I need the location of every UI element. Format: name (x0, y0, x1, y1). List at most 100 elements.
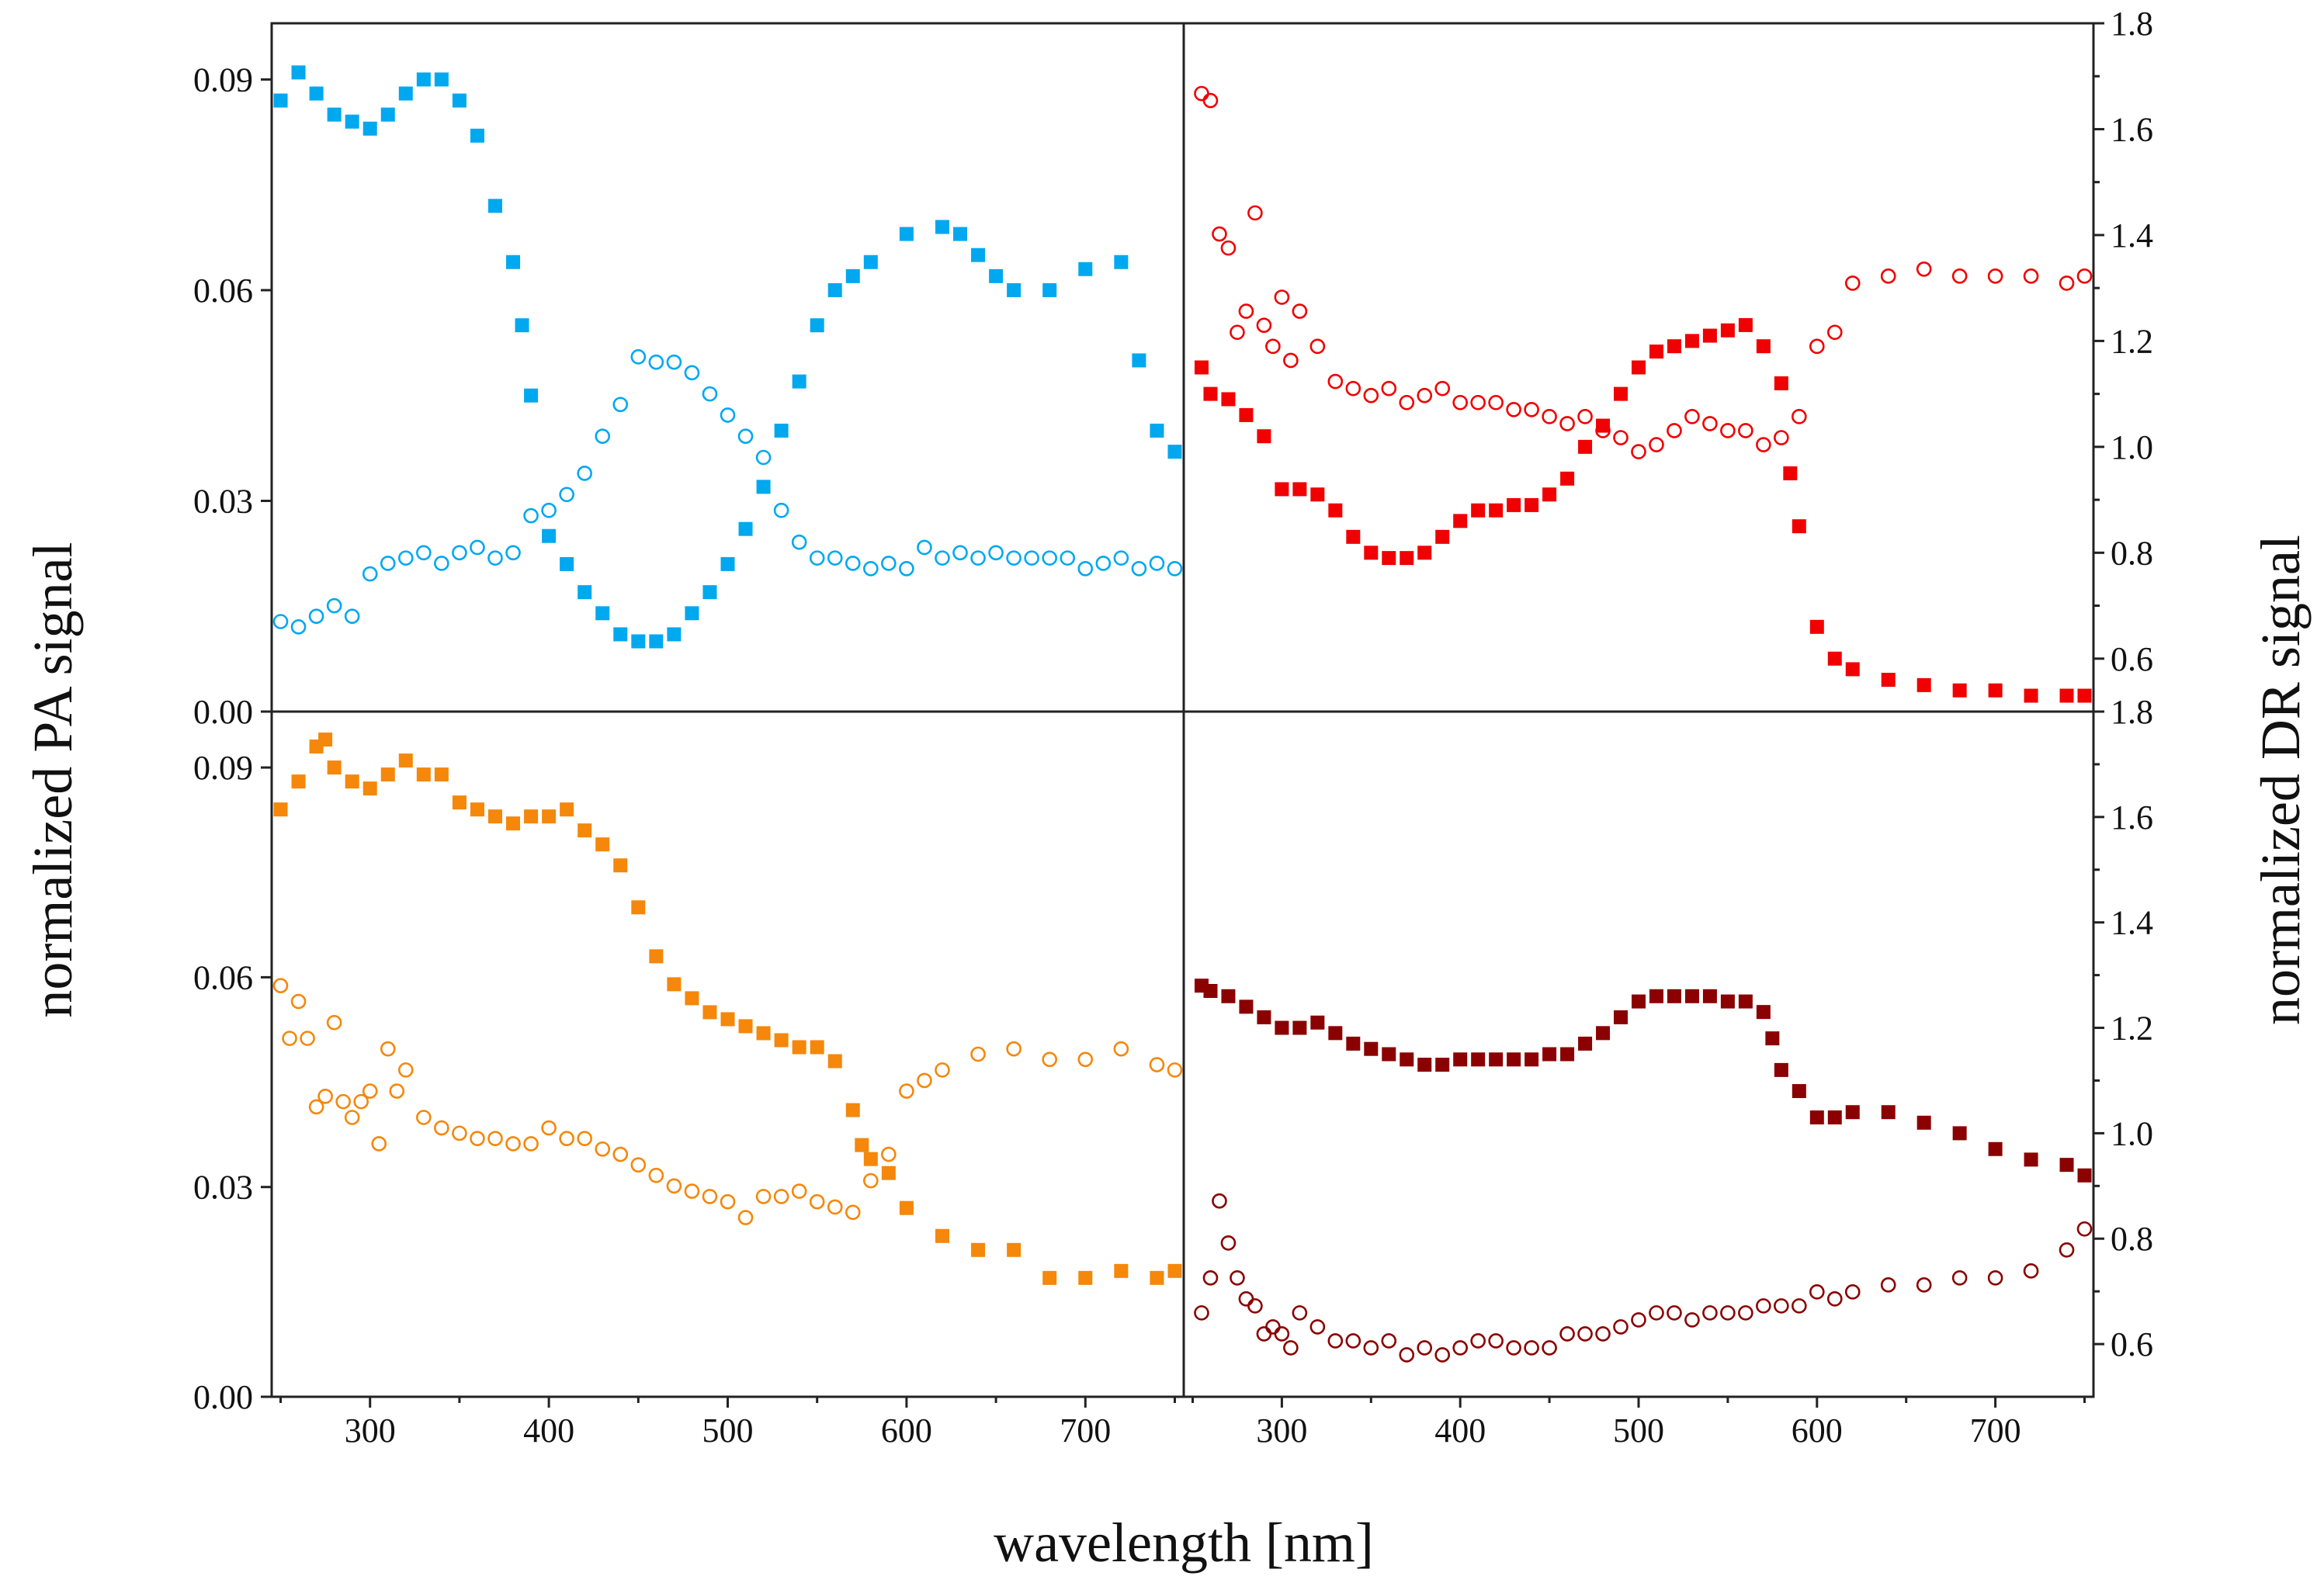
data-point-square (1542, 487, 1557, 502)
data-point-circle (1283, 1340, 1299, 1356)
data-point-circle (1077, 560, 1094, 577)
data-point-square (1239, 999, 1254, 1014)
data-point-circle (737, 1210, 754, 1225)
data-point-square (434, 767, 449, 782)
data-point-circle (577, 466, 592, 481)
data-point-circle (416, 545, 432, 561)
data-point-square (1346, 529, 1361, 544)
data-points-layer (272, 65, 2093, 1363)
data-point-square (1292, 1020, 1307, 1035)
right-y-tick-label: 0.8 (2111, 1220, 2153, 1258)
data-point-circle (308, 1099, 324, 1115)
data-point-circle (1684, 1312, 1700, 1328)
x-tick-label: 300 (345, 1412, 396, 1450)
data-point-square (1774, 376, 1788, 390)
data-point-square (1257, 1010, 1271, 1024)
data-point-square (1453, 1052, 1468, 1067)
data-point-square (1632, 994, 1646, 1009)
data-point-square (2077, 688, 2092, 703)
data-point-circle (935, 1062, 950, 1078)
data-point-square (667, 977, 682, 992)
left-y-tick-label: 0.00 (193, 1378, 253, 1416)
data-point-circle (308, 608, 324, 624)
data-point-square (1257, 429, 1271, 444)
data-point-circle (1452, 394, 1468, 410)
data-point-circle (1149, 1057, 1165, 1072)
data-point-square (1952, 683, 1967, 698)
data-point-square (756, 1026, 771, 1041)
data-point-circle (1613, 430, 1629, 445)
data-point-square (452, 93, 467, 108)
data-point-square (542, 528, 557, 543)
data-point-circle (1363, 387, 1379, 404)
left-y-tick-label: 0.03 (193, 1169, 253, 1207)
data-point-square (416, 767, 431, 782)
data-point-square (362, 121, 377, 136)
data-point-square (855, 1138, 869, 1152)
data-point-square (631, 634, 646, 649)
data-point-square (1489, 503, 1504, 518)
data-point-square (756, 480, 771, 494)
data-point-circle (1667, 1305, 1682, 1321)
data-point-square (702, 585, 717, 600)
data-point-square (1560, 1047, 1575, 1062)
data-point-square (1596, 418, 1611, 433)
data-point-square (1471, 503, 1486, 518)
data-point-square (595, 606, 610, 621)
data-point-square (1114, 1263, 1129, 1278)
panel-frames-layer (270, 22, 2095, 1398)
data-point-circle (1987, 1270, 2003, 1286)
data-point-square (560, 556, 574, 571)
x-tick-label: 400 (1434, 1412, 1486, 1450)
data-point-square (1507, 1052, 1521, 1067)
data-point-square (1765, 1031, 1780, 1046)
data-point-circle (773, 502, 789, 518)
data-point-circle (380, 1041, 396, 1057)
data-point-circle (1256, 317, 1272, 333)
data-point-square (1827, 1110, 1842, 1125)
left-y-tick-label: 0.09 (193, 749, 253, 787)
data-point-square (2024, 1152, 2038, 1167)
data-point-circle (1809, 338, 1825, 355)
data-point-circle (1826, 324, 1843, 341)
data-point-circle (1559, 1326, 1575, 1342)
data-point-square (1310, 1015, 1325, 1030)
x-tick-label: 400 (523, 1412, 574, 1450)
data-point-circle (290, 993, 307, 1010)
data-point-circle (666, 1178, 682, 1194)
data-point-circle (523, 1136, 539, 1152)
data-point-circle (935, 550, 950, 566)
data-point-circle (737, 428, 754, 445)
data-point-circle (1256, 1326, 1272, 1342)
data-point-circle (845, 556, 861, 571)
data-point-circle (1202, 1270, 1219, 1286)
data-point-square (685, 991, 699, 1006)
data-point-circle (970, 550, 986, 566)
data-point-square (578, 823, 592, 838)
data-point-circle (630, 1157, 647, 1173)
data-point-square (1684, 989, 1699, 1003)
data-point-square (345, 774, 359, 789)
data-point-square (738, 521, 753, 536)
data-point-circle (1844, 1284, 1861, 1300)
data-point-square (774, 423, 789, 438)
data-point-square (613, 627, 628, 642)
right-y-tick-label: 1.4 (2111, 217, 2153, 255)
data-point-square (524, 809, 539, 824)
data-point-circle (1399, 394, 1415, 410)
data-point-circle (2059, 1242, 2075, 1258)
data-point-circle (809, 1193, 825, 1210)
data-point-square (560, 802, 574, 817)
data-point-circle (487, 550, 503, 566)
data-point-square (1328, 1026, 1343, 1041)
data-point-square (1167, 445, 1182, 459)
data-point-square (971, 1242, 986, 1257)
data-point-circle (1024, 550, 1039, 566)
x-tick-label: 600 (881, 1412, 932, 1450)
data-point-circle (1577, 409, 1593, 424)
data-point-circle (827, 550, 843, 566)
data-point-square (1632, 360, 1646, 375)
data-point-circle (1524, 402, 1539, 417)
data-point-circle (863, 1173, 879, 1189)
data-point-square (1382, 1047, 1396, 1062)
